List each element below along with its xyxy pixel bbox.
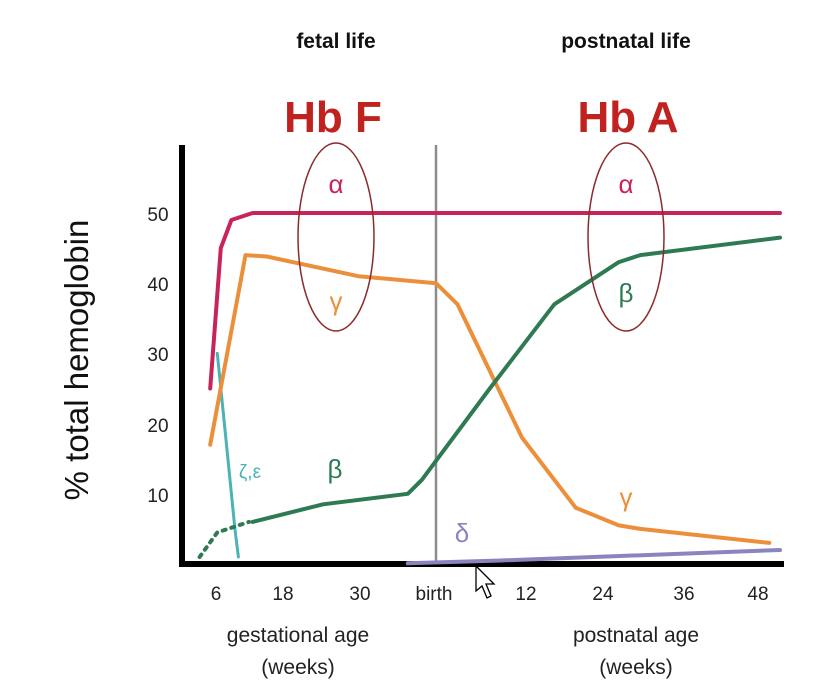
alpha-label-postnatal: α (618, 169, 633, 199)
gamma-label-low: γ (620, 482, 633, 512)
y-axis-label: % total hemoglobin (58, 220, 95, 501)
hba-subunit-oval (587, 142, 665, 332)
postnatal-life-header: postnatal life (561, 30, 691, 53)
y-tick-label: 20 (147, 416, 168, 437)
beta-series-line (250, 235, 782, 524)
delta-series-line (405, 548, 782, 566)
x-tick-label: 48 (747, 584, 768, 605)
alpha-label-fetal: α (328, 169, 343, 199)
y-tick-label: 30 (147, 345, 168, 366)
postnatal-age-unit: (weeks) (599, 656, 673, 679)
mouse-cursor-icon (475, 564, 496, 599)
y-tick-label: 10 (147, 486, 168, 507)
x-tick-label: 12 (515, 584, 536, 605)
y-tick-labels: 10 20 30 40 50 (147, 205, 168, 507)
y-tick-label: 50 (147, 205, 168, 226)
x-tick-label: 30 (349, 584, 370, 605)
fetal-life-header: fetal life (296, 30, 375, 53)
y-tick-label: 40 (147, 275, 168, 296)
hb-a-title: Hb A (577, 93, 678, 142)
beta-label-low: β (328, 454, 343, 484)
gamma-series-line (208, 253, 772, 545)
gestational-age-label: gestational age (227, 624, 369, 647)
x-tick-label: 36 (673, 584, 694, 605)
hbf-subunit-oval (297, 142, 375, 332)
zeta-epsilon-label: ζ,ε (239, 462, 262, 483)
x-tick-label: 24 (592, 584, 614, 605)
postnatal-age-label: postnatal age (573, 624, 699, 647)
hb-f-title: Hb F (284, 93, 382, 142)
x-tick-label: 18 (272, 584, 293, 605)
x-tick-label: birth (416, 584, 453, 605)
alpha-series-line (208, 211, 782, 391)
x-tick-label: 6 (211, 584, 222, 605)
beta-label-postnatal: β (619, 278, 634, 308)
series-layer (197, 211, 782, 566)
x-tick-labels: 6 18 30 birth 12 24 36 48 (211, 584, 769, 605)
gestational-age-unit: (weeks) (261, 656, 335, 679)
delta-label: δ (455, 518, 469, 548)
gamma-label-fetal: γ (330, 286, 343, 316)
zeta-epsilon-series-line (215, 351, 240, 559)
beta-early-dotted-line (197, 519, 251, 559)
